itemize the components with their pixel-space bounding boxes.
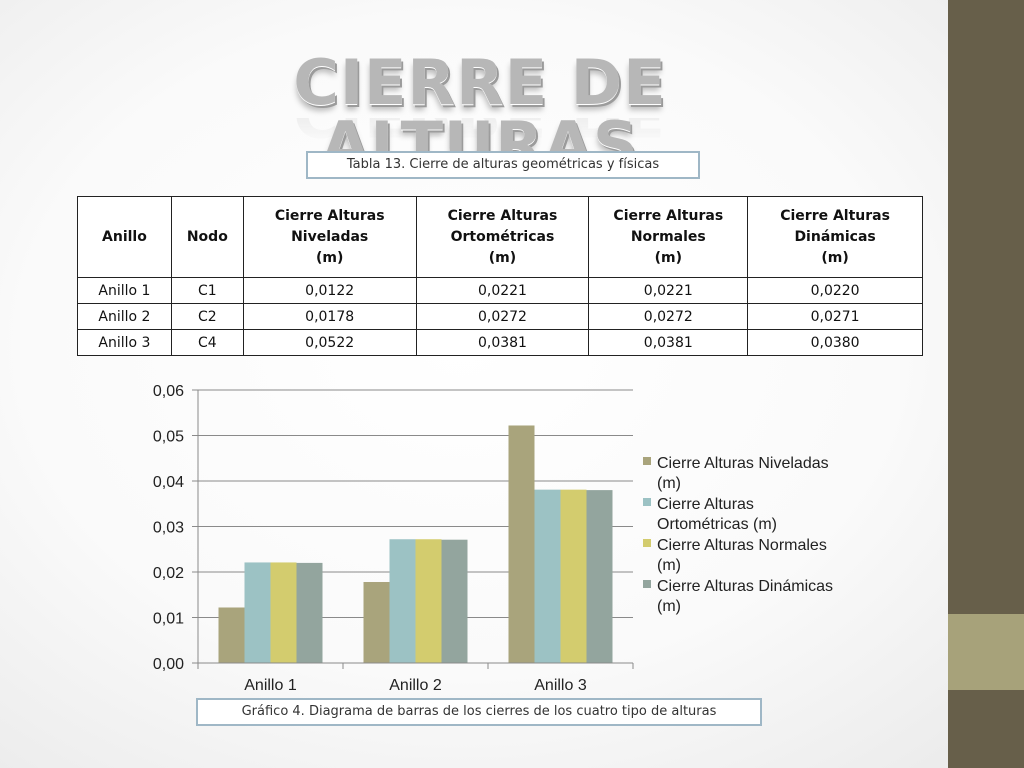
bar — [508, 425, 535, 663]
y-tick-label: 0,00 — [153, 656, 184, 673]
header-anillo: Anillo — [77, 196, 172, 278]
legend-label: (m) — [657, 598, 681, 615]
table-cell: 0,0178 — [242, 303, 417, 330]
x-tick-label: Anillo 2 — [389, 677, 442, 694]
legend-label: Ortométricas (m) — [657, 516, 777, 533]
table-cell: 0,0221 — [415, 277, 590, 304]
table-cell: 0,0381 — [588, 329, 749, 356]
table-cell: 0,0272 — [415, 303, 590, 330]
header-nodo: Nodo — [170, 196, 244, 278]
bar — [586, 490, 613, 663]
table-cell: 0,0380 — [747, 329, 923, 356]
legend-label: Cierre Alturas — [657, 496, 754, 513]
table-cell: 0,0522 — [242, 329, 417, 356]
x-tick-label: Anillo 3 — [534, 677, 587, 694]
table-cell: C4 — [170, 329, 244, 356]
x-tick-label: Anillo 1 — [244, 677, 297, 694]
table-header-row: Anillo Nodo Cierre Alturas Niveladas (m)… — [77, 196, 923, 278]
side-band-accent — [948, 614, 1024, 690]
bar-chart: 0,00 0,01 0,02 0,03 0,04 0,05 0,06 Anillo 1 Anil… — [153, 383, 833, 694]
y-tick-label: 0,02 — [153, 565, 184, 582]
y-tick-label: 0,06 — [153, 383, 184, 400]
data-table: Anillo Nodo Cierre Alturas Niveladas (m)… — [77, 196, 923, 356]
legend-swatch — [643, 457, 651, 465]
chart-caption: Gráfico 4. Diagrama de barras de los cie… — [196, 698, 762, 726]
y-tick-label: 0,04 — [153, 474, 184, 491]
bar — [218, 607, 245, 663]
legend-swatch — [643, 498, 651, 506]
table-cell: 0,0381 — [415, 329, 590, 356]
table-caption: Tabla 13. Cierre de alturas geométricas … — [306, 151, 700, 179]
bar — [560, 489, 587, 663]
bar — [534, 489, 561, 663]
y-tick-label: 0,01 — [153, 611, 184, 628]
table-cell: 0,0271 — [747, 303, 923, 330]
bar — [389, 539, 416, 663]
bar — [270, 562, 297, 663]
header-normales: Cierre Alturas Normales (m) — [588, 196, 749, 278]
legend-label: Cierre Alturas Normales — [657, 537, 827, 554]
header-niveladas: Cierre Alturas Niveladas (m) — [242, 196, 417, 278]
y-tick-label: 0,03 — [153, 520, 184, 537]
legend-label: Cierre Alturas Niveladas — [657, 455, 829, 472]
bar — [415, 539, 442, 663]
header-ortometricas: Cierre Alturas Ortométricas (m) — [415, 196, 590, 278]
header-dinamicas: Cierre Alturas Dinámicas (m) — [747, 196, 923, 278]
table-row: Anillo 2 C2 0,0178 0,0272 0,0272 0,0271 — [77, 303, 923, 330]
table-cell: C1 — [170, 277, 244, 304]
legend-swatch — [643, 580, 651, 588]
table-row: Anillo 3 C4 0,0522 0,0381 0,0381 0,0380 — [77, 329, 923, 356]
bar — [244, 562, 271, 663]
legend-label: Cierre Alturas Dinámicas — [657, 578, 833, 595]
legend-label: (m) — [657, 475, 681, 492]
bar — [441, 539, 468, 663]
table-cell: C2 — [170, 303, 244, 330]
y-tick-label: 0,05 — [153, 429, 184, 446]
table-cell: 0,0272 — [588, 303, 749, 330]
legend-label: (m) — [657, 557, 681, 574]
legend-swatch — [643, 539, 651, 547]
bar — [296, 562, 323, 663]
table-row: Anillo 1 C1 0,0122 0,0221 0,0221 0,0220 — [77, 277, 923, 304]
bar — [363, 582, 390, 663]
table-cell: Anillo 3 — [77, 329, 172, 356]
table-cell: 0,0122 — [242, 277, 417, 304]
